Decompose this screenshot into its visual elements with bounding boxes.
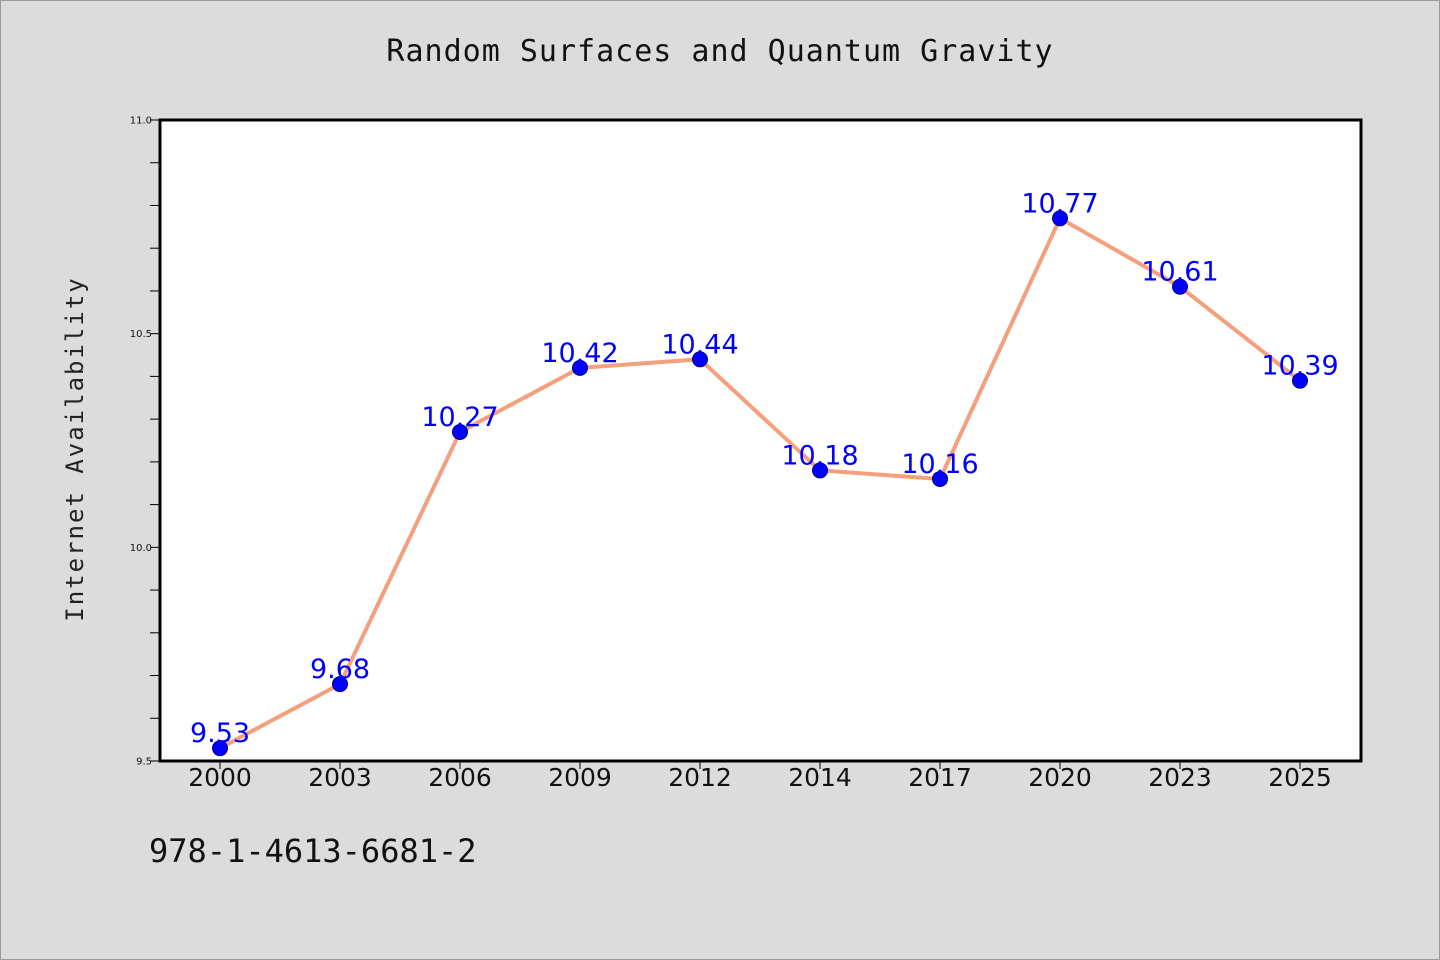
y-tick-label: 9.5 xyxy=(136,757,152,768)
data-label: 10.42 xyxy=(541,338,618,369)
data-labels: 9.53 9.68 10.27 10.42 10.44 10.18 10.16 10.77 10… xyxy=(190,188,1339,749)
data-label: 9.68 xyxy=(310,654,370,685)
series-line-group xyxy=(218,216,1302,751)
data-point xyxy=(1292,372,1308,389)
x-tick-label: 2006 xyxy=(428,763,492,792)
x-tick-label: 2014 xyxy=(788,763,852,792)
data-point xyxy=(1172,278,1188,295)
data-point xyxy=(332,676,348,693)
x-axis-ticks: 2000 2003 2006 2009 2012 2014 2017 2020 2023 2025 xyxy=(188,761,1332,792)
data-label: 10.61 xyxy=(1141,257,1218,288)
data-label: 10.27 xyxy=(421,402,498,433)
data-label: 10.16 xyxy=(901,449,978,480)
y-axis-ticks: 9.5 10.0 10.5 11.0 xyxy=(130,116,160,768)
isbn-text: 978-1-4613-6681-2 xyxy=(149,832,477,870)
x-tick-label: 2025 xyxy=(1268,763,1332,792)
data-point xyxy=(572,359,588,376)
series-line xyxy=(218,216,1302,751)
plot-area xyxy=(158,118,1363,763)
data-label: 9.53 xyxy=(190,718,250,749)
data-label: 10.18 xyxy=(781,440,858,471)
data-point xyxy=(452,423,468,440)
x-tick-label: 2017 xyxy=(908,763,972,792)
data-point xyxy=(1052,210,1068,227)
x-tick-label: 2000 xyxy=(188,763,252,792)
y-tick-label: 11.0 xyxy=(130,116,152,127)
data-label: 10.77 xyxy=(1021,188,1098,219)
x-tick-label: 2003 xyxy=(308,763,372,792)
data-label: 10.44 xyxy=(661,329,738,360)
data-point xyxy=(812,462,828,479)
y-tick-label: 10.0 xyxy=(130,543,152,554)
x-tick-label: 2012 xyxy=(668,763,732,792)
data-point xyxy=(932,470,948,487)
y-tick-label: 10.5 xyxy=(130,329,152,340)
x-tick-label: 2009 xyxy=(548,763,612,792)
data-point xyxy=(212,740,228,757)
data-point xyxy=(692,351,708,368)
chart-title: Random Surfaces and Quantum Gravity xyxy=(386,34,1054,69)
data-label: 10.39 xyxy=(1261,351,1338,382)
data-point-markers xyxy=(212,210,1308,757)
x-tick-label: 2023 xyxy=(1148,763,1212,792)
x-tick-label: 2020 xyxy=(1028,763,1092,792)
